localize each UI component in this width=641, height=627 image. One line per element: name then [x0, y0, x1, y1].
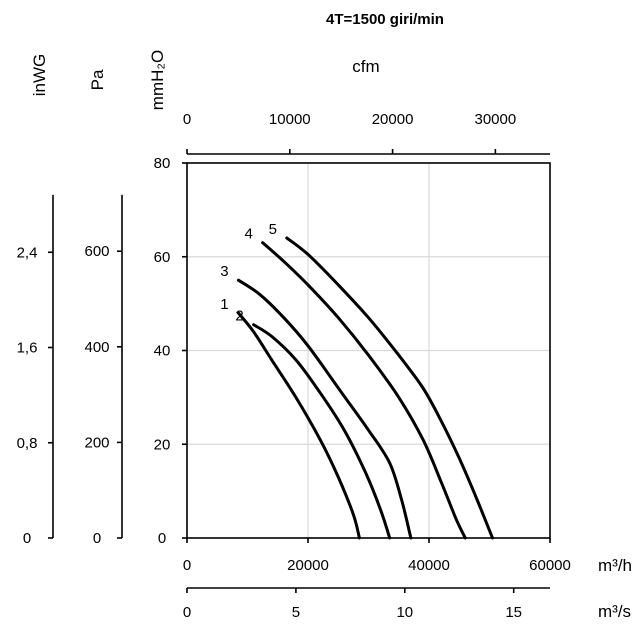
y-tick-label: 40	[154, 343, 171, 360]
pa-axis-unit: Pa	[88, 69, 107, 90]
m3h-axis-unit: m³/h	[598, 556, 632, 575]
m3s-tick-label: 5	[292, 604, 300, 621]
inwg-tick-label: 1,6	[17, 340, 38, 357]
cfm-tick-label: 0	[183, 111, 191, 128]
y-tick-label: 20	[154, 436, 171, 453]
y-tick-label: 0	[158, 530, 166, 547]
inwg-tick-label: 0,8	[17, 435, 38, 452]
inwg-tick-label: 0	[23, 530, 31, 547]
curve-4	[261, 241, 467, 540]
inwg-axis-unit: inWG	[30, 54, 49, 97]
cfm-tick-label: 10000	[269, 111, 311, 128]
curve-2	[252, 323, 392, 540]
x-tick-label: 20000	[287, 557, 329, 574]
curve-label-1: 1	[220, 296, 228, 313]
m3s-tick-label: 10	[396, 604, 413, 621]
pa-tick-label: 0	[93, 530, 101, 547]
pa-tick-label: 600	[84, 243, 109, 260]
m3s-tick-label: 0	[183, 604, 191, 621]
curve-label-5: 5	[269, 221, 277, 238]
cfm-axis-unit: cfm	[352, 57, 379, 76]
curve-label-2: 2	[235, 308, 243, 325]
x-tick-label: 0	[183, 557, 191, 574]
y-tick-label: 60	[154, 249, 171, 266]
grid-layer	[187, 163, 550, 538]
curve-5	[285, 236, 494, 540]
pa-tick-label: 200	[84, 434, 109, 451]
m3s-axis-unit: m³/s	[598, 602, 631, 621]
mmh2o-axis-unit: mmH₂O	[148, 50, 167, 110]
curve-1	[236, 311, 361, 540]
m3s-tick-label: 15	[505, 604, 522, 621]
x-tick-label: 60000	[529, 557, 571, 574]
curve-3	[236, 278, 413, 540]
y-tick-label: 80	[154, 155, 171, 172]
axes-layer	[52, 153, 551, 589]
cfm-tick-label: 20000	[372, 111, 414, 128]
cfm-tick-label: 30000	[475, 111, 517, 128]
x-tick-label: 40000	[408, 557, 450, 574]
pa-tick-label: 400	[84, 339, 109, 356]
chart-title: 4T=1500 giri/min	[326, 11, 444, 28]
series-layer: 12 3 4 5	[220, 221, 494, 540]
curve-label-3: 3	[220, 263, 228, 280]
vertical-unit-labels: inWG Pa mmH₂O	[30, 50, 167, 110]
inwg-tick-label: 2,4	[17, 244, 38, 261]
curve-label-4: 4	[244, 226, 252, 243]
